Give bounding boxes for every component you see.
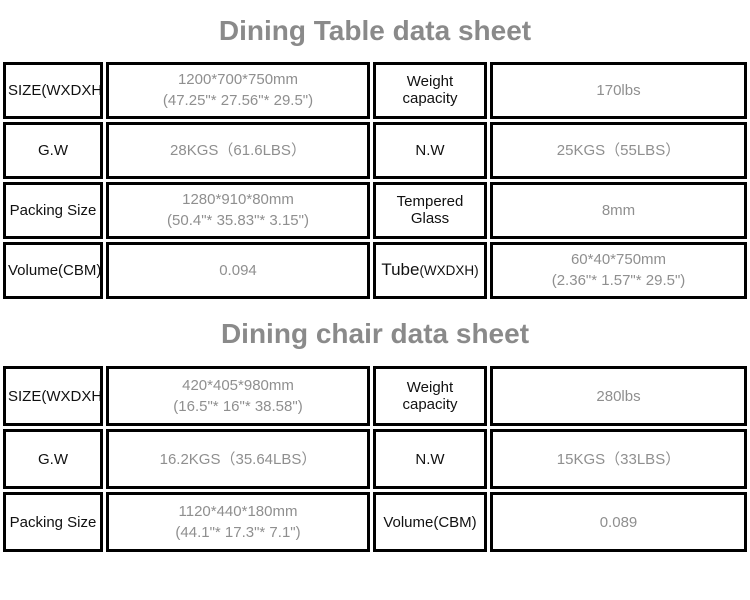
- value-line: (47.25"* 27.56"* 29.5"): [162, 92, 314, 110]
- value-line: 1200*700*750mm: [177, 71, 299, 89]
- spec-label-volume: Volume(CBM): [3, 241, 103, 299]
- value-line: 28KGS（61.6LBS）: [170, 141, 306, 159]
- table-row: G.W 16.2KGS（35.64LBS） N.W 15KGS（33LBS）: [3, 429, 747, 490]
- spec-label-tempered-glass: Tempered Glass: [373, 181, 487, 239]
- spec-label-weight-capacity: Weight capacity: [373, 366, 487, 427]
- value-line: (44.1"* 17.3"* 7.1"): [175, 524, 301, 542]
- value-line: 15KGS（33LBS）: [556, 450, 681, 468]
- spec-label-weight-capacity: Weight capacity: [373, 61, 487, 119]
- spec-label-volume: Volume(CBM): [373, 492, 487, 553]
- spec-label-gross-weight: G.W: [3, 429, 103, 490]
- spec-label-size: SIZE(WXDXH): [3, 61, 103, 119]
- spec-value-tempered-glass: 8mm: [490, 181, 747, 239]
- table-row: Packing Size 1120*440*180mm (44.1"* 17.3…: [3, 492, 747, 553]
- dining-chair-sheet-title: Dining chair data sheet: [220, 317, 530, 349]
- value-line: 0.089: [599, 513, 638, 531]
- value-line: (50.4"* 35.83"* 3.15"): [167, 212, 309, 230]
- spec-value-volume: 0.094: [106, 241, 370, 299]
- spec-value-size: 420*405*980mm (16.5"* 16"* 38.58"): [106, 366, 370, 427]
- table-row: SIZE(WXDXH) 420*405*980mm (16.5"* 16"* 3…: [3, 366, 747, 427]
- table-row: SIZE(WXDXH) 1200*700*750mm (47.25"* 27.5…: [3, 61, 747, 119]
- spec-value-size: 1200*700*750mm (47.25"* 27.56"* 29.5"): [106, 61, 370, 119]
- spec-label-packing-size: Packing Size: [3, 181, 103, 239]
- value-line: 420*405*980mm: [182, 377, 294, 395]
- table-row: G.W 28KGS（61.6LBS） N.W 25KGS（55LBS）: [3, 121, 747, 179]
- spec-value-volume: 0.089: [490, 492, 747, 553]
- spec-label-net-weight: N.W: [373, 121, 487, 179]
- spec-label-packing-size: Packing Size: [3, 492, 103, 553]
- spec-value-net-weight: 15KGS（33LBS）: [490, 429, 747, 490]
- value-line: 16.2KGS（35.64LBS）: [159, 450, 317, 468]
- spec-value-packing-size: 1120*440*180mm (44.1"* 17.3"* 7.1"): [106, 492, 370, 553]
- value-line: 1280*910*80mm: [182, 191, 294, 209]
- spec-label-net-weight: N.W: [373, 429, 487, 490]
- spec-value-gross-weight: 28KGS（61.6LBS）: [106, 121, 370, 179]
- value-line: 280lbs: [596, 387, 641, 405]
- spec-value-net-weight: 25KGS（55LBS）: [490, 121, 747, 179]
- value-line: (2.36"* 1.57"* 29.5"): [551, 272, 686, 290]
- spec-value-weight-capacity: 280lbs: [490, 366, 747, 427]
- spec-value-gross-weight: 16.2KGS（35.64LBS）: [106, 429, 370, 490]
- table-row: Packing Size 1280*910*80mm (50.4"* 35.83…: [3, 181, 747, 239]
- value-line: 170lbs: [596, 81, 641, 99]
- value-line: 8mm: [601, 201, 636, 219]
- value-line: 60*40*750mm: [570, 251, 667, 269]
- spec-value-tube: 60*40*750mm (2.36"* 1.57"* 29.5"): [490, 241, 747, 299]
- spec-label-tube: Tube(WXDXH): [373, 241, 487, 299]
- spec-value-weight-capacity: 170lbs: [490, 61, 747, 119]
- value-line: 0.094: [219, 261, 257, 279]
- value-line: 1120*440*180mm: [178, 503, 298, 521]
- spec-value-packing-size: 1280*910*80mm (50.4"* 35.83"* 3.15"): [106, 181, 370, 239]
- spec-label-gross-weight: G.W: [3, 121, 103, 179]
- dining-table-sheet-title: Dining Table data sheet: [218, 15, 532, 46]
- table-row: Volume(CBM) 0.094 Tube(WXDXH) 60*40*750m…: [3, 241, 747, 299]
- spec-label-size: SIZE(WXDXH): [3, 366, 103, 427]
- value-line: 25KGS（55LBS）: [556, 141, 681, 159]
- value-line: (16.5"* 16"* 38.58"): [173, 398, 303, 416]
- dining-table-spec-table: SIZE(WXDXH) 1200*700*750mm (47.25"* 27.5…: [0, 59, 750, 302]
- tube-label-main: Tube: [381, 260, 420, 280]
- dining-chair-spec-table: SIZE(WXDXH) 420*405*980mm (16.5"* 16"* 3…: [0, 363, 750, 555]
- tube-label-sub: (WXDXH): [419, 263, 479, 279]
